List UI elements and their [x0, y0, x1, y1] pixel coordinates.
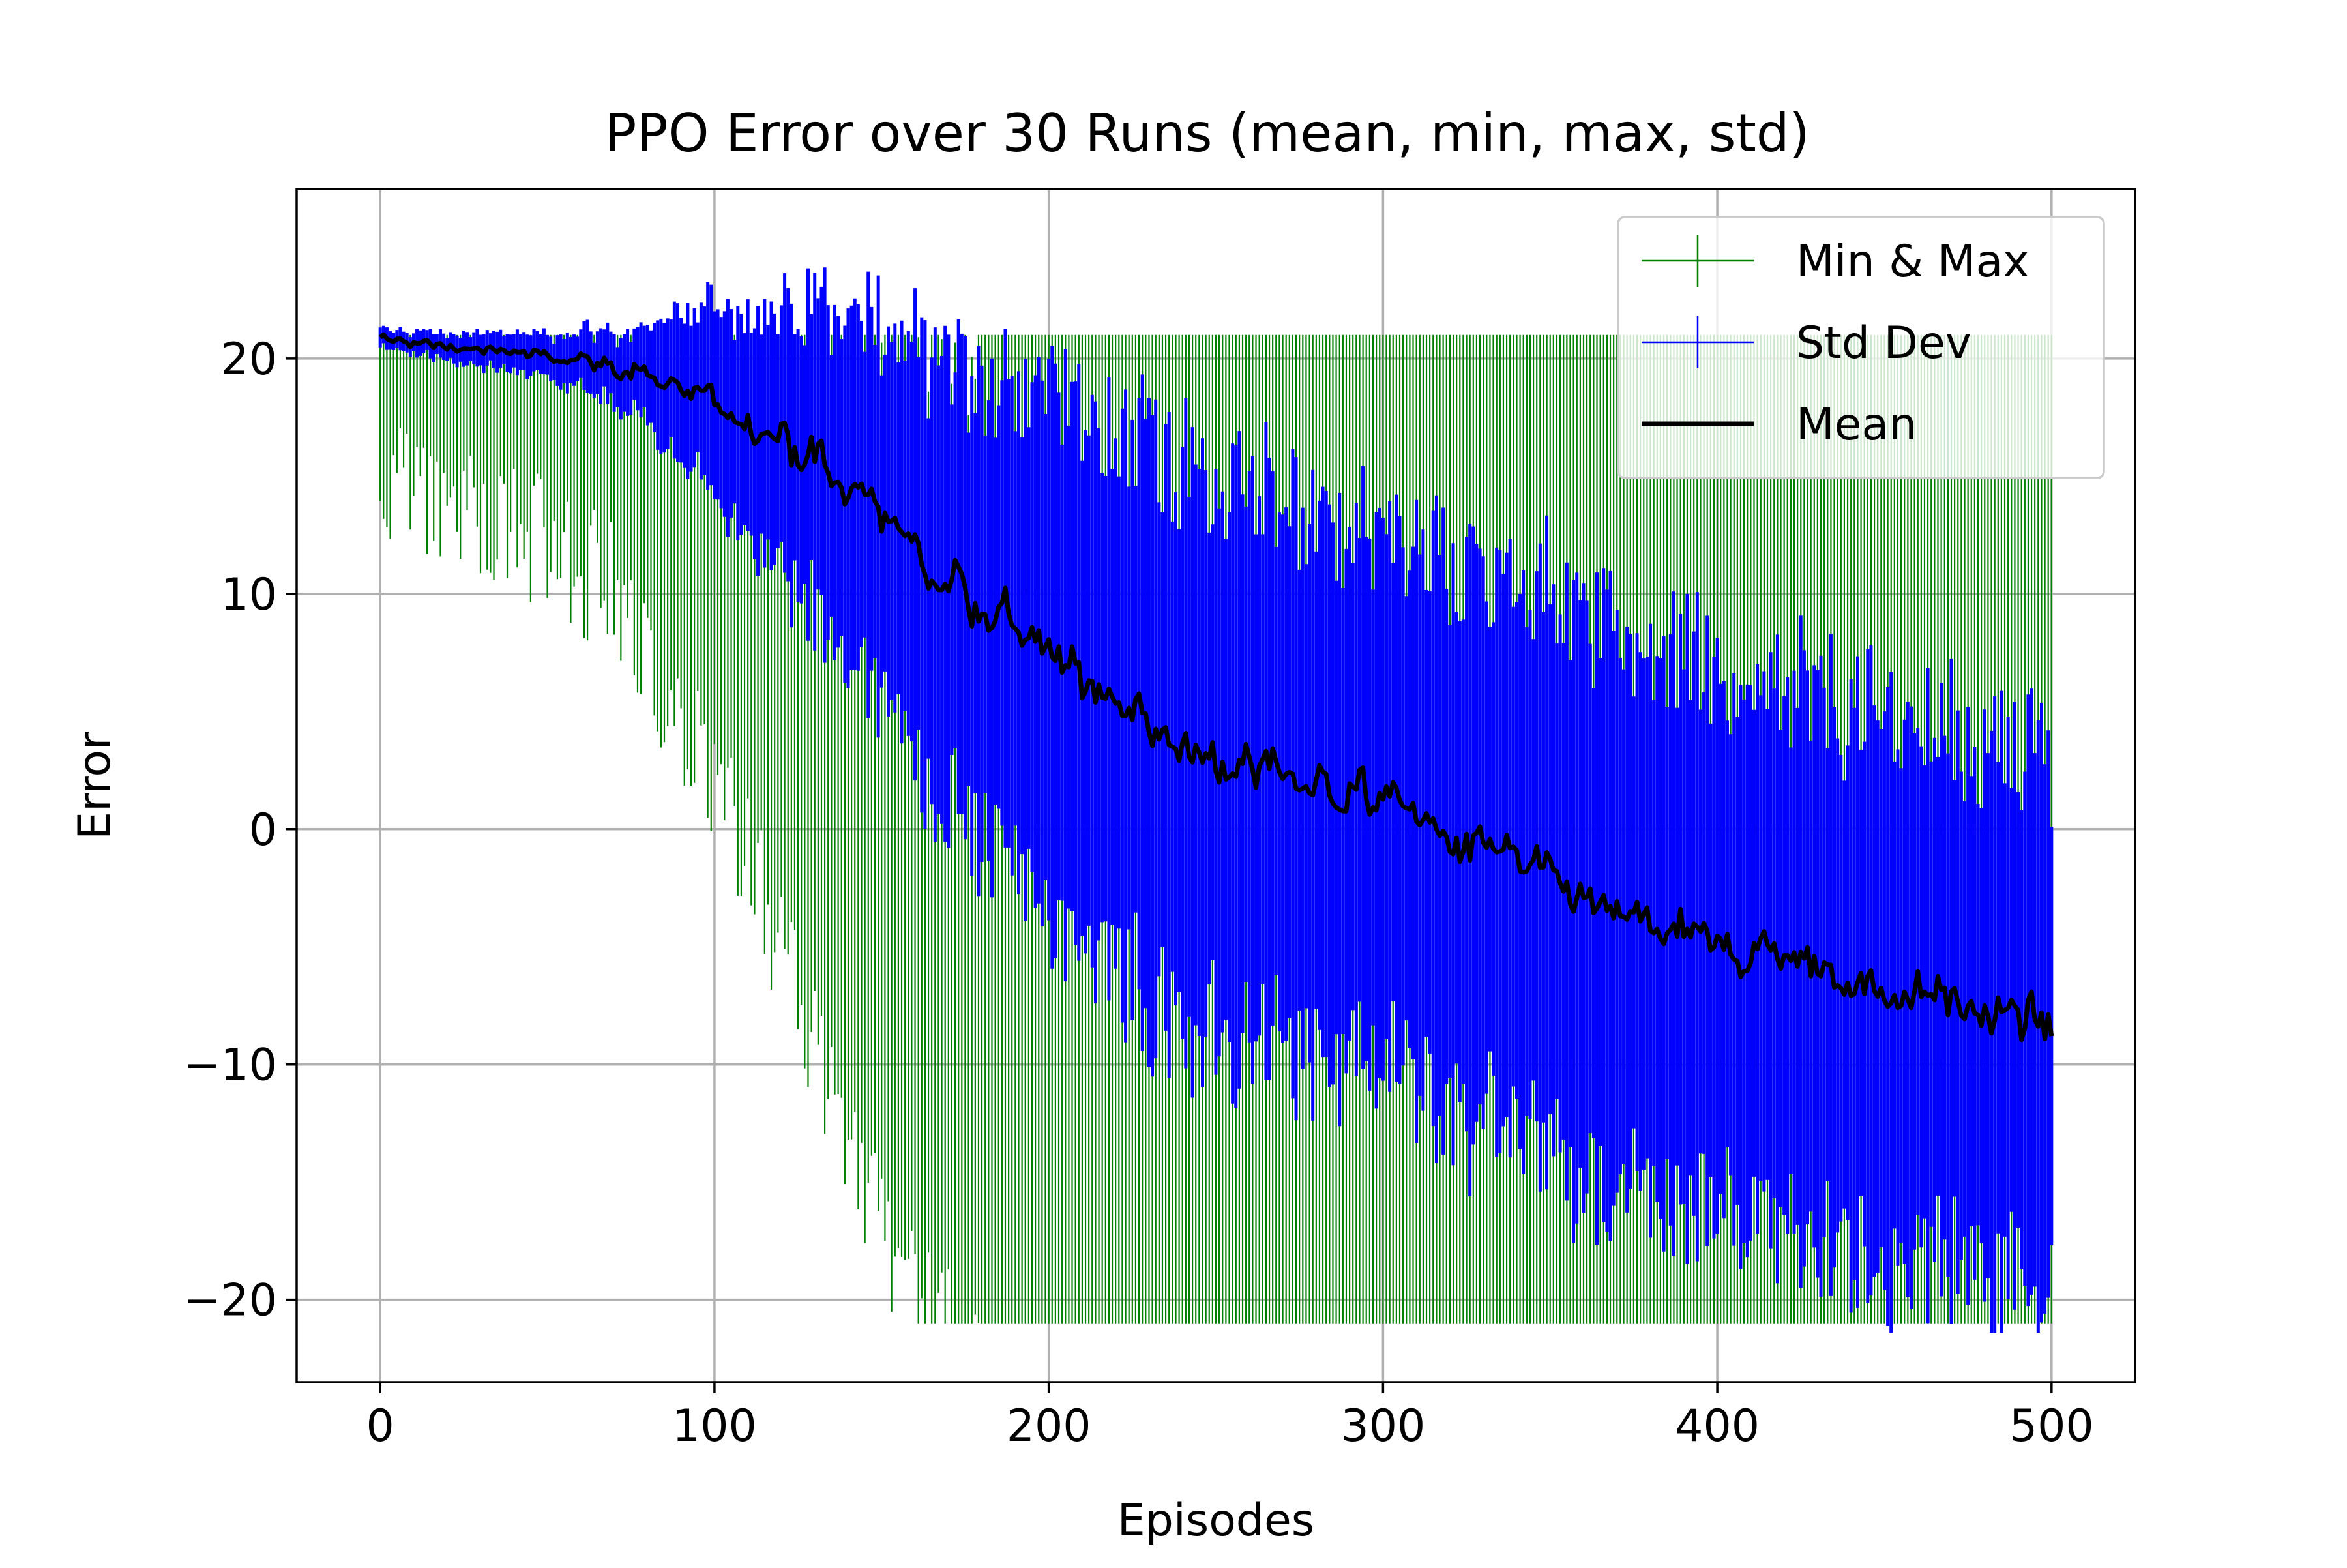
mean-line: [378, 332, 2054, 1043]
x-tick-label: 100: [672, 1400, 757, 1452]
x-tick-label: 400: [1675, 1400, 1760, 1452]
y-tick-label: −20: [183, 1275, 277, 1327]
plot-frame: [295, 188, 2136, 1383]
x-tick-label: 200: [1007, 1400, 1091, 1452]
legend-box: [1617, 216, 2105, 479]
x-tick-label: 500: [2009, 1400, 2094, 1452]
x-axis-label: Episodes: [1117, 1495, 1314, 1546]
legend-label: Min & Max: [1796, 236, 2030, 288]
y-tick-label: 20: [220, 334, 277, 385]
y-tick-label: 10: [220, 569, 277, 621]
mean-line-group: [378, 332, 2054, 1043]
y-axis-ticks: −20 −10 0 10 20: [183, 334, 297, 1327]
legend: Min & Max Std Dev Mean: [1617, 216, 2105, 479]
legend-label: Mean: [1796, 399, 1917, 451]
y-tick-label: −10: [183, 1040, 277, 1091]
x-axis-ticks: 0 100 200 300 400 500: [366, 1382, 2094, 1452]
y-tick-label: 0: [249, 805, 277, 856]
x-tick-label: 300: [1340, 1400, 1425, 1452]
y-axis-label: Error: [69, 732, 121, 840]
x-tick-label: 0: [366, 1400, 394, 1452]
chart-title: PPO Error over 30 Runs (mean, min, max, …: [605, 103, 1810, 164]
legend-label: Std Dev: [1796, 318, 1971, 369]
std-dev-bars: [378, 267, 2054, 1333]
